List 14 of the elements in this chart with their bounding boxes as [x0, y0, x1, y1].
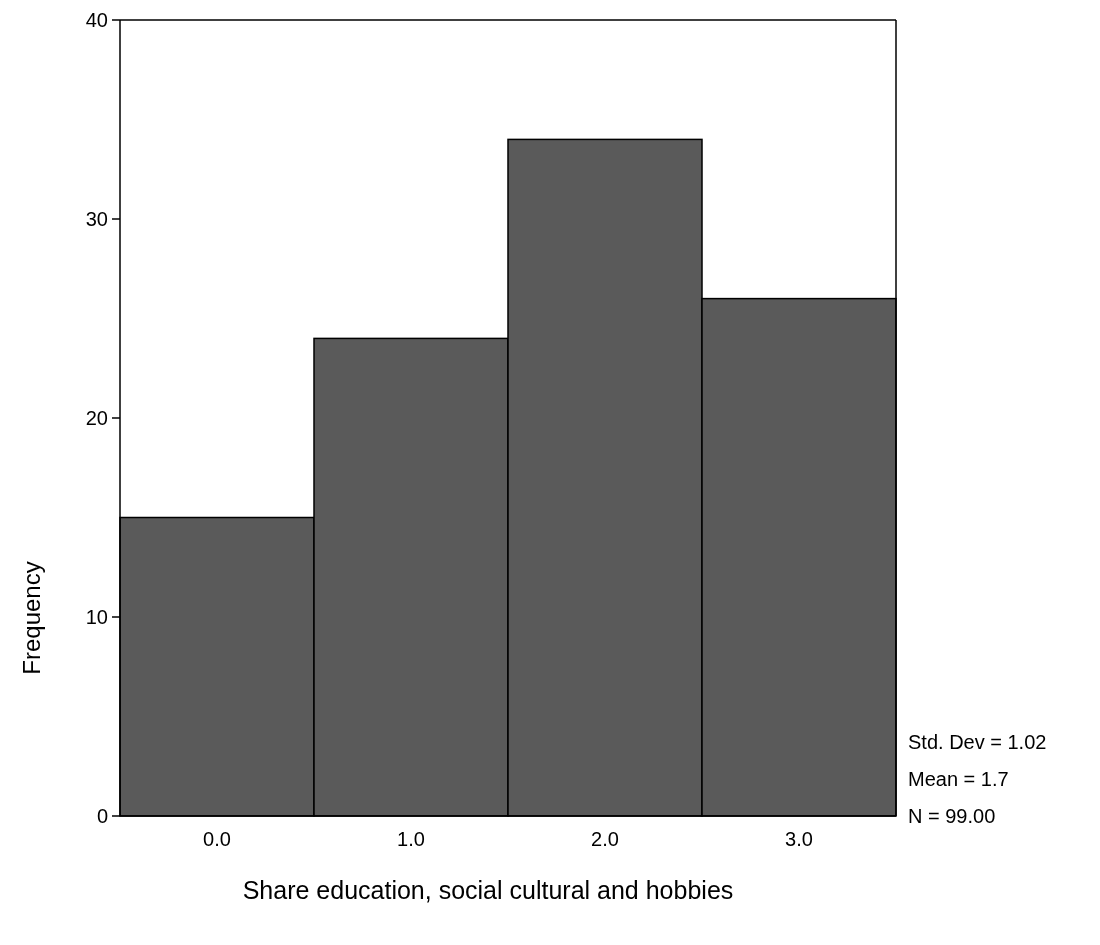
- y-tick-label: 40: [85, 9, 108, 31]
- y-tick-label: 20: [85, 407, 108, 429]
- x-tick-label: 0.0: [203, 828, 231, 850]
- text: N = 99.00: [908, 805, 996, 827]
- text: Std. Dev = 1.02: [908, 731, 1047, 753]
- x-tick-label: 3.0: [785, 828, 813, 850]
- y-axis-title: Frequency: [18, 561, 45, 675]
- x-tick-label: 2.0: [591, 828, 619, 850]
- y-tick-label: 10: [85, 606, 108, 628]
- x-tick-label: 1.0: [397, 828, 425, 850]
- y-tick-label: 0: [96, 805, 108, 827]
- x-axis-title: Share education, social cultural and hobbies: [242, 876, 734, 904]
- y-tick-label: 30: [85, 208, 108, 230]
- text: Mean = 1.7: [908, 768, 1009, 790]
